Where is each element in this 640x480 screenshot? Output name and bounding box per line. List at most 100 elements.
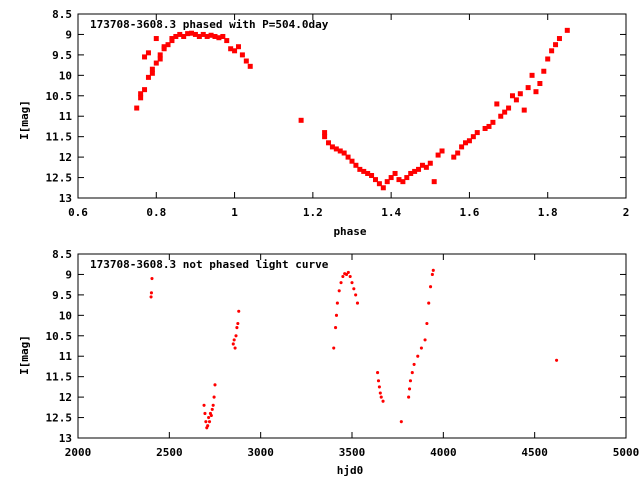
y-tick-label: 12 — [59, 391, 72, 404]
data-point — [378, 391, 382, 395]
data-point — [423, 338, 427, 342]
data-point — [423, 164, 429, 170]
data-point — [153, 36, 159, 42]
data-point — [204, 33, 210, 39]
x-tick-label: 1 — [231, 206, 238, 219]
data-point — [435, 152, 441, 158]
y-tick-label: 13 — [59, 192, 72, 205]
data-point — [212, 33, 218, 39]
data-point — [549, 48, 555, 54]
data-point — [212, 395, 216, 399]
data-point — [138, 95, 144, 101]
data-point — [399, 420, 403, 424]
data-point — [333, 146, 339, 152]
data-point — [376, 379, 381, 383]
data-point — [430, 272, 434, 276]
data-point — [517, 91, 523, 97]
data-point — [332, 346, 336, 350]
data-point — [334, 313, 339, 317]
data-point — [150, 276, 154, 281]
y-tick-label: 9.5 — [52, 289, 72, 302]
data-point — [339, 281, 343, 285]
data-point — [439, 148, 445, 154]
x-tick-label: 1.6 — [459, 206, 479, 219]
data-point — [361, 168, 367, 174]
data-point — [224, 38, 230, 44]
x-axis-label: phase — [333, 225, 366, 238]
y-tick-label: 13 — [59, 432, 72, 445]
data-point — [556, 36, 562, 42]
x-tick-label: 0.6 — [68, 206, 88, 219]
data-point — [506, 105, 512, 111]
data-point — [392, 170, 398, 176]
x-tick-label: 5000 — [613, 446, 640, 459]
data-point — [419, 346, 423, 350]
data-point — [355, 301, 360, 305]
data-point — [555, 358, 559, 362]
data-point — [207, 420, 212, 424]
data-point — [470, 134, 476, 140]
data-point — [209, 413, 213, 418]
data-point — [322, 130, 328, 136]
data-point — [142, 87, 148, 93]
y-tick-label: 11.5 — [46, 371, 73, 384]
data-point — [228, 46, 234, 52]
data-point — [202, 403, 206, 407]
data-point — [203, 411, 207, 416]
data-point — [341, 274, 345, 279]
data-point — [490, 119, 496, 125]
data-point — [407, 387, 412, 391]
data-point — [337, 148, 343, 154]
data-point — [354, 293, 358, 297]
data-point — [350, 281, 354, 285]
x-tick-label: 4500 — [521, 446, 548, 459]
data-point — [165, 42, 171, 48]
data-point — [200, 31, 206, 37]
data-point — [463, 140, 469, 146]
data-point — [233, 346, 237, 350]
data-point — [545, 56, 551, 62]
data-point — [369, 173, 375, 179]
data-point — [232, 338, 236, 342]
data-point — [376, 371, 380, 375]
data-point — [427, 160, 433, 166]
x-tick-label: 1.8 — [538, 206, 558, 219]
data-point — [466, 138, 472, 144]
data-point — [388, 175, 394, 181]
data-point — [486, 123, 492, 129]
data-point — [220, 33, 226, 39]
data-point — [564, 27, 570, 33]
data-point — [494, 101, 500, 107]
data-point — [377, 385, 381, 389]
data-point — [509, 93, 515, 99]
y-tick-label: 8.5 — [52, 248, 72, 261]
chart-title: 173708-3608.3 not phased light curve — [90, 258, 329, 271]
data-point — [337, 289, 341, 293]
data-point — [204, 420, 208, 424]
data-point — [408, 379, 413, 383]
data-point — [537, 81, 543, 87]
data-point — [513, 97, 519, 103]
data-point — [189, 30, 195, 36]
data-point — [161, 44, 167, 50]
data-point — [352, 287, 356, 291]
y-axis-label: I[mag] — [18, 100, 31, 140]
data-point — [459, 144, 465, 150]
data-point — [322, 134, 328, 140]
y-tick-label: 10.5 — [46, 330, 73, 343]
y-tick-label: 11 — [59, 110, 73, 123]
data-point — [498, 113, 504, 119]
data-point — [335, 301, 339, 305]
data-point — [149, 70, 155, 76]
data-point — [353, 162, 359, 168]
y-tick-label: 8.5 — [52, 8, 72, 21]
data-point — [474, 130, 480, 136]
data-point — [345, 154, 351, 160]
data-point — [185, 31, 191, 37]
data-point — [231, 342, 235, 346]
data-point — [192, 31, 198, 37]
data-point — [553, 42, 559, 48]
data-point — [235, 326, 239, 330]
data-point — [207, 416, 211, 420]
x-tick-label: 2500 — [156, 446, 183, 459]
